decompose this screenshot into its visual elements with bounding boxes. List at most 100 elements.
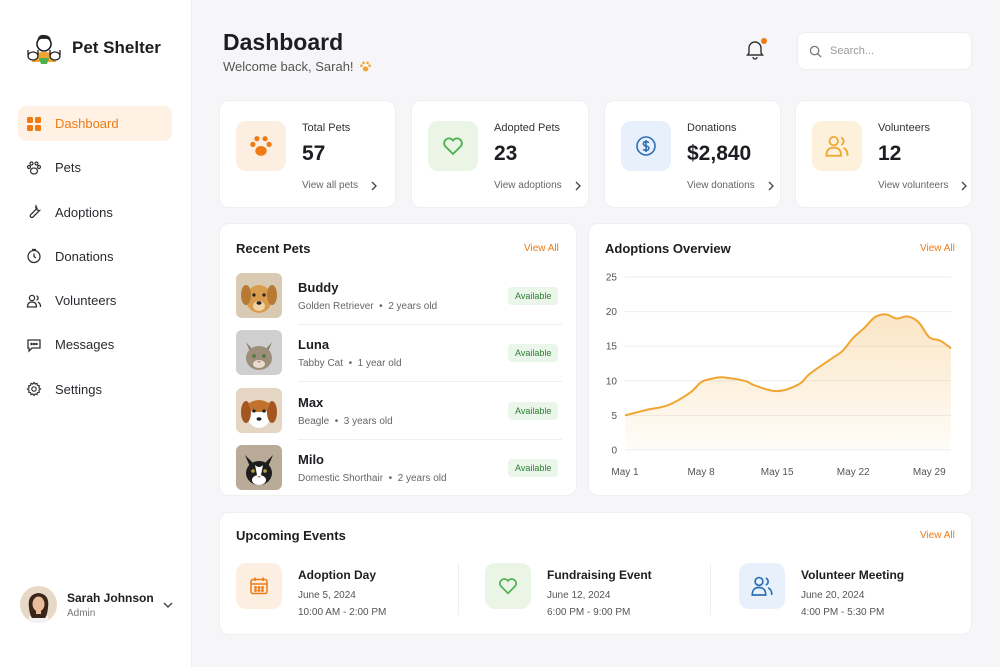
stat-icon-bg xyxy=(428,121,478,171)
x-tick-label: May 22 xyxy=(837,467,870,478)
chevron-right-icon xyxy=(768,181,774,190)
stat-label: Adopted Pets xyxy=(494,122,561,134)
divider xyxy=(458,563,459,615)
adoptions-overview-card: Adoptions Overview View All 0 5 10 15 20 25 Ma… xyxy=(588,223,972,496)
pet-name: Max xyxy=(298,395,324,410)
stat-value: $2,840 xyxy=(687,142,752,165)
brand[interactable]: Pet Shelter xyxy=(24,28,161,68)
divider xyxy=(298,324,562,325)
section-title: Recent Pets xyxy=(236,241,311,256)
pet-age: 2 years old xyxy=(397,473,447,484)
shelter-logo-icon xyxy=(27,34,61,64)
event-item[interactable]: Fundraising Event June 12, 2024 6:00 PM … xyxy=(485,563,705,623)
sidebar-item-label: Volunteers xyxy=(55,293,117,309)
list-item[interactable]: Milo Domestic Shorthair • 2 years old Av… xyxy=(236,445,562,491)
list-item[interactable]: Luna Tabby Cat • 1 year old Available xyxy=(236,330,562,376)
event-item[interactable]: Adoption Day June 5, 2024 10:00 AM - 2:0… xyxy=(236,563,456,623)
calendar-icon xyxy=(250,577,268,595)
sidebar-item-adoptions[interactable]: Adoptions xyxy=(18,195,172,230)
message-icon xyxy=(26,337,42,353)
heart-icon xyxy=(443,137,463,156)
event-icon-bg xyxy=(236,563,282,609)
event-title: Volunteer Meeting xyxy=(801,568,905,582)
pet-name: Buddy xyxy=(298,280,339,295)
event-title: Fundraising Event xyxy=(547,568,652,582)
stat-value: 57 xyxy=(302,142,326,165)
stat-card-donations: Donations $2,840 View donations xyxy=(604,100,781,208)
pet-meta: Beagle • 3 years old xyxy=(298,416,393,427)
pet-name: Luna xyxy=(298,337,330,352)
stat-link-label: View donations xyxy=(687,180,755,191)
event-time: 6:00 PM - 9:00 PM xyxy=(547,607,631,618)
pet-breed: Beagle xyxy=(298,416,330,427)
sidebar-item-donations[interactable]: Donations xyxy=(18,239,172,274)
stat-icon-bg xyxy=(236,121,286,171)
y-tick-label: 10 xyxy=(606,376,618,387)
event-date: June 5, 2024 xyxy=(298,590,356,601)
search-box[interactable] xyxy=(797,32,972,70)
pet-breed: Tabby Cat xyxy=(298,358,344,369)
view-all-overview-button[interactable]: View All xyxy=(920,243,955,254)
avatar xyxy=(20,586,57,623)
pet-meta: Tabby Cat • 1 year old xyxy=(298,358,402,369)
welcome-text: Welcome back, Sarah! xyxy=(223,59,354,74)
chevron-right-icon xyxy=(961,181,968,190)
stat-value: 23 xyxy=(494,142,518,165)
chevron-down-icon[interactable] xyxy=(161,598,175,612)
status-badge: Available xyxy=(508,459,559,477)
paw-icon xyxy=(359,61,371,72)
upcoming-events-card: Upcoming Events View All Adoption Day Ju… xyxy=(219,512,972,635)
pet-meta: Domestic Shorthair • 2 years old xyxy=(298,473,447,484)
event-date: June 12, 2024 xyxy=(547,590,611,601)
user-role: Admin xyxy=(67,607,96,619)
stat-label: Donations xyxy=(687,122,737,134)
status-badge: Available xyxy=(508,287,559,305)
notification-dot xyxy=(761,38,767,44)
view-adoptions-link[interactable]: View adoptions xyxy=(494,180,582,191)
notifications-button[interactable] xyxy=(744,38,767,60)
list-item[interactable]: Buddy Golden Retriever • 2 years old Ava… xyxy=(236,273,562,319)
stat-value: 12 xyxy=(878,142,902,165)
pet-age: 2 years old xyxy=(388,301,438,312)
heart-icon xyxy=(499,578,517,595)
event-item[interactable]: Volunteer Meeting June 20, 2024 4:00 PM … xyxy=(739,563,959,623)
sidebar-item-label: Donations xyxy=(55,248,114,264)
view-all-pets-link[interactable]: View all pets xyxy=(302,180,378,191)
sidebar-item-dashboard[interactable]: Dashboard xyxy=(18,106,172,141)
chart-title: Adoptions Overview xyxy=(605,241,731,256)
paw-icon xyxy=(250,136,272,156)
stat-label: Total Pets xyxy=(302,122,351,134)
sidebar: Pet Shelter Dashboard Pets Adoptions Don… xyxy=(0,0,192,667)
sidebar-item-settings[interactable]: Settings xyxy=(18,372,172,407)
event-time: 10:00 AM - 2:00 PM xyxy=(298,607,387,618)
stat-link-label: View adoptions xyxy=(494,180,562,191)
sidebar-item-volunteers[interactable]: Volunteers xyxy=(18,283,172,318)
user-menu[interactable]: Sarah Johnson Admin xyxy=(20,586,175,623)
stat-icon-bg xyxy=(621,121,671,171)
stat-card-volunteers: Volunteers 12 View volunteers xyxy=(795,100,972,208)
sidebar-item-label: Messages xyxy=(55,337,115,353)
pet-breed: Golden Retriever xyxy=(298,301,374,312)
sidebar-item-pets[interactable]: Pets xyxy=(18,150,172,185)
chevron-right-icon xyxy=(371,181,377,190)
event-icon-bg xyxy=(485,563,531,609)
view-all-pets-button[interactable]: View All xyxy=(524,243,559,254)
pet-photo-cat xyxy=(236,330,282,375)
section-title: Upcoming Events xyxy=(236,528,346,543)
view-volunteers-link[interactable]: View volunteers xyxy=(878,180,968,191)
search-input[interactable] xyxy=(830,45,950,57)
pet-age: 1 year old xyxy=(357,358,402,369)
search-icon xyxy=(809,45,822,58)
recent-pets-card: Recent Pets View All Buddy Golden Retrie… xyxy=(219,223,577,496)
view-donations-link[interactable]: View donations xyxy=(687,180,775,191)
pet-photo-dog xyxy=(236,273,282,318)
x-tick-label: May 1 xyxy=(611,467,639,478)
sidebar-item-messages[interactable]: Messages xyxy=(18,327,172,362)
paw-icon xyxy=(26,160,42,176)
adoptions-chart: 0 5 10 15 20 25 May 1 May 8 May 15 May 22 May 29 xyxy=(606,273,952,478)
sidebar-nav: Dashboard Pets Adoptions Donations Volun… xyxy=(18,106,172,416)
y-tick-label: 25 xyxy=(606,273,618,284)
view-all-events-button[interactable]: View All xyxy=(920,530,955,541)
pet-photo-dog xyxy=(236,388,282,433)
list-item[interactable]: Max Beagle • 3 years old Available xyxy=(236,388,562,434)
